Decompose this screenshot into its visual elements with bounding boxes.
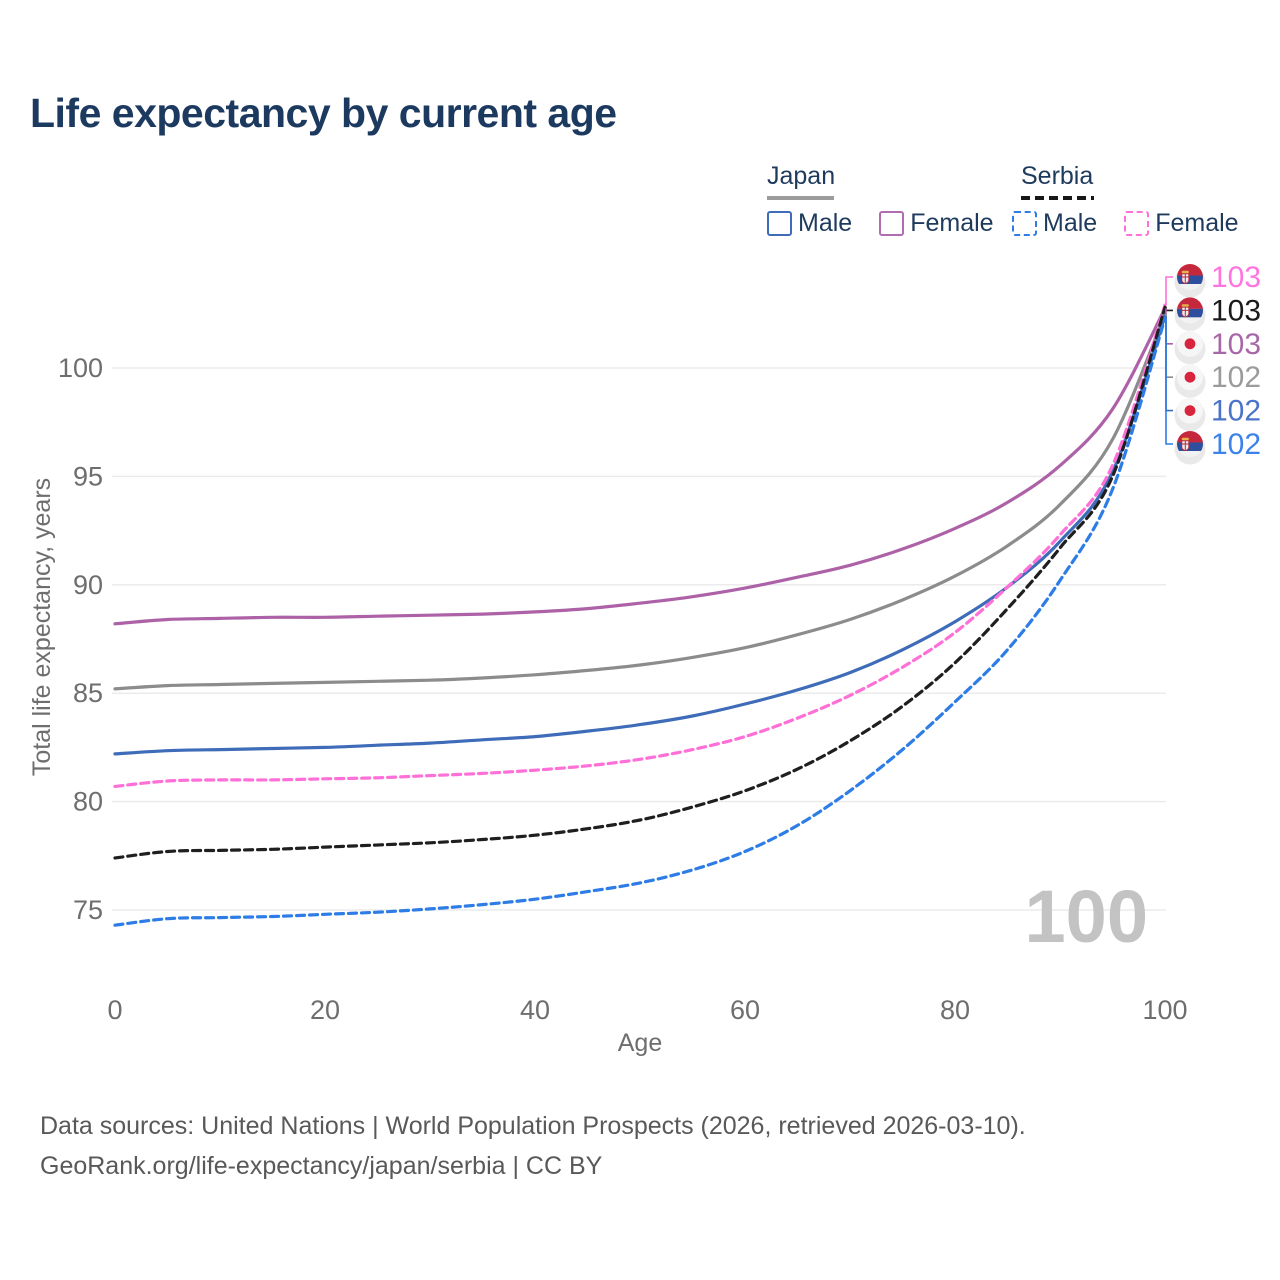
y-tick-label: 80 <box>73 787 103 817</box>
y-axis-title: Total life expectancy, years <box>28 478 56 776</box>
legend-item-label: Female <box>1155 209 1239 237</box>
x-tick-label: 20 <box>310 995 340 1025</box>
series-line-serbia-male <box>113 316 1167 927</box>
legend-item-label: Male <box>1043 209 1098 237</box>
y-tick-label: 85 <box>73 678 103 708</box>
y-tick-label: 90 <box>73 570 103 600</box>
legend-line-sample-serbia <box>1021 196 1094 200</box>
serbia-flag-blue <box>1177 308 1203 318</box>
x-tick-label: 0 <box>107 995 122 1025</box>
end-value-label-serbia-female: 103 <box>1211 261 1261 294</box>
legend-country-japan[interactable]: Japan <box>767 162 836 190</box>
y-tick-label: 95 <box>73 461 103 491</box>
legend-item-serbia-male[interactable]: Male <box>1012 209 1097 238</box>
serbia-shield-cross <box>1182 441 1189 450</box>
footer: Data sources: United Nations | World Pop… <box>40 1106 1026 1186</box>
series-line-japan-male <box>113 314 1167 756</box>
legend-checkbox-japan-female[interactable] <box>879 211 905 236</box>
legend-checkbox-japan-male[interactable] <box>767 211 792 236</box>
japan-flag-sun <box>1184 371 1196 383</box>
serbia-flag-white <box>1177 451 1203 457</box>
end-value-label-serbia-both-sexes: 103 <box>1211 294 1261 327</box>
flag-japan <box>1174 330 1206 365</box>
serbia-flag-red <box>1177 264 1203 276</box>
legend-country-serbia[interactable]: Serbia <box>1021 162 1094 190</box>
leader-line-serbia-both-sexes <box>1165 307 1173 312</box>
end-value-label-japan-male: 102 <box>1211 395 1261 428</box>
flag-japan <box>1174 397 1206 432</box>
serbia-flag-white <box>1177 317 1203 324</box>
serbia-shield-cross <box>1182 307 1189 317</box>
series-line-japan-both-sexes <box>113 312 1167 691</box>
leader-line-serbia-male <box>1165 318 1173 445</box>
legend-checkbox-serbia-female[interactable] <box>1124 211 1150 236</box>
japan-flag-sun <box>1184 405 1196 416</box>
legend-group-serbia: Serbia Male Female <box>1012 162 1239 238</box>
age-watermark: 100 <box>1025 875 1148 958</box>
japan-flag-sun <box>1184 338 1196 350</box>
serbia-flag-icon <box>1177 264 1203 290</box>
legend-item-japan-female[interactable]: Female <box>879 209 994 238</box>
y-tick-label: 75 <box>73 895 103 925</box>
series-line-serbia-both-sexes <box>113 305 1167 860</box>
x-tick-label: 60 <box>730 995 760 1025</box>
legend-item-serbia-female[interactable]: Female <box>1124 209 1239 238</box>
leader-line-japan-male <box>1165 316 1173 412</box>
leader-line-serbia-female <box>1165 276 1173 306</box>
legend-checkbox-serbia-male[interactable] <box>1012 211 1037 236</box>
end-value-label-japan-both-sexes: 102 <box>1211 361 1261 394</box>
legend-item-label: Female <box>910 209 994 237</box>
serbia-crown <box>1181 437 1189 441</box>
footer-source-line: Data sources: United Nations | World Pop… <box>40 1112 1026 1140</box>
serbia-flag-red <box>1177 431 1203 443</box>
end-value-label-japan-female: 103 <box>1211 328 1261 361</box>
flag-japan <box>1174 364 1206 398</box>
flag-serbia <box>1174 264 1206 298</box>
y-tick-label: 100 <box>58 353 103 383</box>
flag-serbia <box>1174 431 1206 465</box>
serbia-flag-red <box>1177 297 1203 309</box>
serbia-flag-icon <box>1177 297 1203 324</box>
x-tick-label: 40 <box>520 995 550 1025</box>
series-line-japan-female <box>113 306 1167 626</box>
serbia-shield-cross <box>1182 274 1189 283</box>
x-tick-label: 100 <box>1142 995 1187 1025</box>
series-line-serbia-female <box>113 303 1167 789</box>
chart-title: Life expectancy by current age <box>30 90 617 136</box>
end-value-label-serbia-male: 102 <box>1211 428 1261 461</box>
leader-line-japan-both-sexes <box>1165 313 1173 378</box>
serbia-crown <box>1181 304 1189 307</box>
footer-license-line: GeoRank.org/life-expectancy/japan/serbia… <box>40 1152 603 1180</box>
serbia-flag-white <box>1177 284 1203 290</box>
serbia-crown <box>1181 270 1189 274</box>
legend-group-japan: Japan Male Female <box>767 162 994 238</box>
legend-line-sample-japan <box>767 196 834 200</box>
serbia-flag-icon <box>1177 431 1203 457</box>
flag-serbia <box>1174 297 1206 331</box>
x-axis-title: Age <box>618 1029 662 1057</box>
serbia-flag-blue <box>1177 442 1203 451</box>
leader-line-japan-female <box>1165 308 1173 345</box>
x-tick-label: 80 <box>940 995 970 1025</box>
serbia-flag-blue <box>1177 275 1203 284</box>
legend-item-label: Male <box>798 209 853 237</box>
legend-item-japan-male[interactable]: Male <box>767 209 852 238</box>
